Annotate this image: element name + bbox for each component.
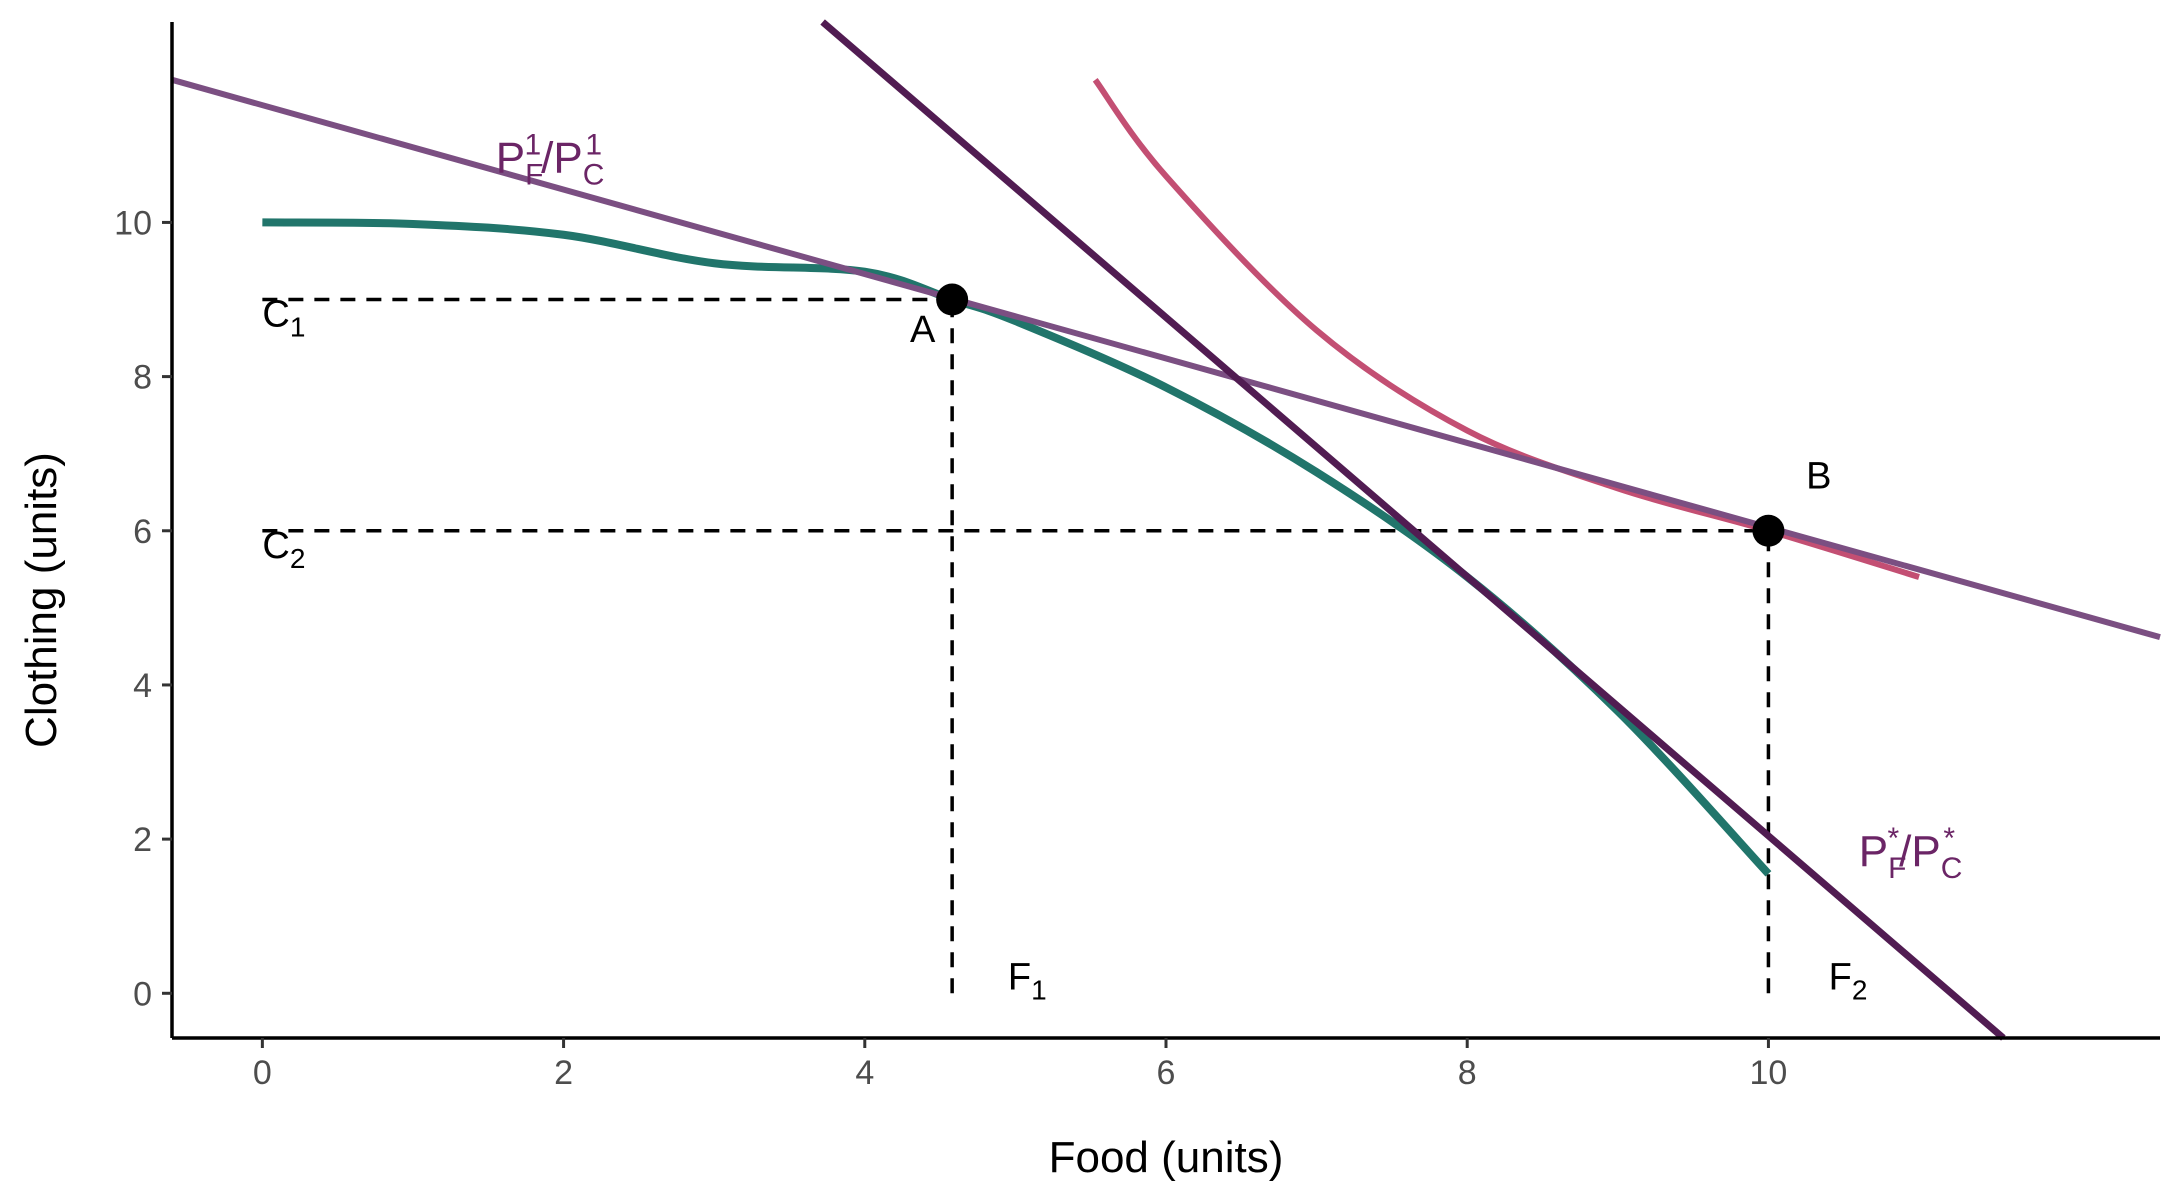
- x-tick-label: 0: [253, 1054, 272, 1092]
- x-tick-label: 8: [1458, 1054, 1477, 1092]
- x-axis-title: Food (units): [1049, 1133, 1284, 1182]
- x-tick-label: 2: [554, 1054, 573, 1092]
- x-tick-label: 10: [1750, 1054, 1788, 1092]
- price-label-pstar: PF*/PC*: [1859, 822, 1963, 885]
- annotation-c1: C1: [262, 293, 305, 342]
- series-price_line_star: [820, 19, 2006, 1041]
- guide-lines: [262, 297, 1771, 994]
- y-tick-label: 4: [133, 667, 152, 705]
- y-tick-label: 8: [133, 359, 152, 397]
- price-label-p1: PF1/PC1: [496, 128, 605, 191]
- series-price_line_1: [171, 76, 2161, 641]
- series-lines: [171, 19, 2161, 1041]
- annotation-c2: C2: [262, 525, 305, 574]
- y-tick-label: 0: [133, 975, 152, 1013]
- series-ppf: [262, 218, 1772, 877]
- y-axis-title: Clothing (units): [17, 452, 66, 748]
- y-tick-label: 2: [133, 821, 152, 859]
- y-tick-label: 6: [133, 513, 152, 551]
- annotation-a: A: [910, 309, 936, 351]
- annotation-f2: F2: [1829, 956, 1868, 1005]
- points: [936, 283, 1785, 547]
- x-tick-label: 6: [1157, 1054, 1176, 1092]
- point-a: [936, 283, 969, 316]
- x-tick-label: 4: [855, 1054, 874, 1092]
- point-b: [1752, 514, 1785, 547]
- series-indifference: [1092, 78, 1920, 580]
- annotation-f1: F1: [1008, 956, 1047, 1005]
- annotation-b: B: [1806, 455, 1831, 497]
- y-tick-label: 10: [114, 204, 152, 242]
- ticks: 0 2 4 6 8 10 0 2 4 6 8 10: [114, 204, 1787, 1092]
- annotations: C1 C2 F1 F2 A B PF1/PC1 PF*/PC*: [262, 128, 1962, 1005]
